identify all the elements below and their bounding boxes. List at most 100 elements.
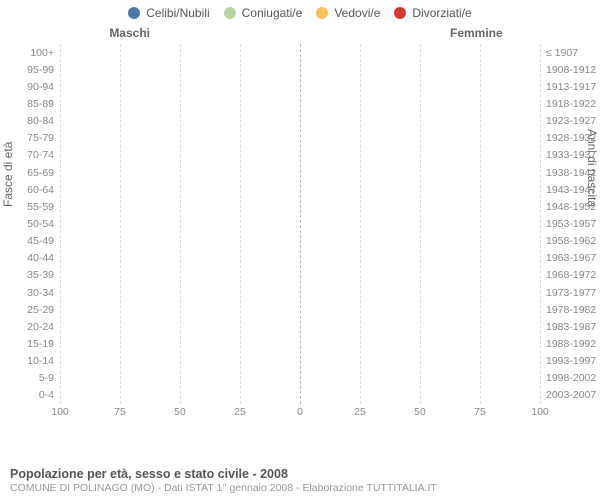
female-half — [300, 387, 540, 404]
pyramid-row: 25-291978-1982 — [60, 301, 540, 318]
age-label: 75-79 — [8, 132, 60, 144]
birth-year-label: 1938-1942 — [540, 167, 600, 179]
birth-year-label: 1928-1932 — [540, 132, 600, 144]
pyramid-row: 0-42003-2007 — [60, 387, 540, 404]
pyramid-row: 60-641943-1947 — [60, 181, 540, 198]
birth-year-label: 1943-1947 — [540, 184, 600, 196]
female-half — [300, 164, 540, 181]
pyramid-row: 20-241983-1987 — [60, 318, 540, 335]
age-label: 60-64 — [8, 184, 60, 196]
plot-area: 100+≤ 190795-991908-191290-941913-191785… — [60, 44, 540, 424]
female-half — [300, 198, 540, 215]
pyramid-row: 75-791928-1932 — [60, 130, 540, 147]
female-half — [300, 250, 540, 267]
male-half — [60, 78, 300, 95]
legend-swatch — [394, 7, 406, 19]
male-half — [60, 370, 300, 387]
female-half — [300, 130, 540, 147]
female-half — [300, 113, 540, 130]
male-half — [60, 95, 300, 112]
x-tick-label: 25 — [234, 406, 246, 418]
legend-swatch — [128, 7, 140, 19]
age-label: 50-54 — [8, 218, 60, 230]
male-half — [60, 267, 300, 284]
pyramid-row: 85-891918-1922 — [60, 95, 540, 112]
age-label: 0-4 — [8, 389, 60, 401]
male-half — [60, 61, 300, 78]
age-label: 40-44 — [8, 252, 60, 264]
age-label: 90-94 — [8, 81, 60, 93]
birth-year-label: 1918-1922 — [540, 98, 600, 110]
legend-swatch — [316, 7, 328, 19]
female-half — [300, 284, 540, 301]
male-half — [60, 250, 300, 267]
female-half — [300, 181, 540, 198]
birth-year-label: 1913-1917 — [540, 81, 600, 93]
age-label: 5-9 — [8, 372, 60, 384]
legend-label: Vedovi/e — [334, 6, 380, 20]
male-half — [60, 387, 300, 404]
birth-year-label: ≤ 1907 — [540, 47, 600, 59]
pyramid-row: 10-141993-1997 — [60, 353, 540, 370]
legend-item: Celibi/Nubili — [128, 6, 209, 20]
age-label: 65-69 — [8, 167, 60, 179]
legend-item: Divorziati/e — [394, 6, 471, 20]
chart-footer: Popolazione per età, sesso e stato civil… — [10, 467, 590, 494]
female-half — [300, 233, 540, 250]
birth-year-label: 1983-1987 — [540, 321, 600, 333]
birth-year-label: 2003-2007 — [540, 389, 600, 401]
legend-label: Divorziati/e — [412, 6, 471, 20]
female-half — [300, 147, 540, 164]
male-label: Maschi — [0, 26, 300, 40]
age-label: 45-49 — [8, 235, 60, 247]
x-tick-label: 25 — [354, 406, 366, 418]
chart-subtitle: COMUNE DI POLINAGO (MO) - Dati ISTAT 1° … — [10, 482, 590, 494]
male-half — [60, 147, 300, 164]
pyramid-row: 90-941913-1917 — [60, 78, 540, 95]
birth-year-label: 1978-1982 — [540, 304, 600, 316]
age-label: 25-29 — [8, 304, 60, 316]
female-label: Femmine — [300, 26, 600, 40]
female-half — [300, 318, 540, 335]
pyramid-row: 40-441963-1967 — [60, 250, 540, 267]
pyramid-row: 15-191988-1992 — [60, 335, 540, 352]
pyramid-row: 95-991908-1912 — [60, 61, 540, 78]
age-label: 35-39 — [8, 269, 60, 281]
birth-year-label: 1993-1997 — [540, 355, 600, 367]
male-half — [60, 44, 300, 61]
birth-year-label: 1923-1927 — [540, 115, 600, 127]
age-label: 100+ — [8, 47, 60, 59]
birth-year-label: 1988-1992 — [540, 338, 600, 350]
female-half — [300, 301, 540, 318]
age-label: 30-34 — [8, 287, 60, 299]
x-tick-label: 50 — [414, 406, 426, 418]
x-tick-label: 75 — [114, 406, 126, 418]
x-tick-label: 75 — [474, 406, 486, 418]
age-label: 15-19 — [8, 338, 60, 350]
pyramid-row: 70-741933-1937 — [60, 147, 540, 164]
birth-year-label: 1968-1972 — [540, 269, 600, 281]
male-half — [60, 284, 300, 301]
x-tick-label: 100 — [531, 406, 549, 418]
pyramid-row: 30-341973-1977 — [60, 284, 540, 301]
x-tick-label: 100 — [51, 406, 69, 418]
age-label: 70-74 — [8, 149, 60, 161]
x-tick-label: 50 — [174, 406, 186, 418]
x-tick-label: 0 — [297, 406, 303, 418]
female-half — [300, 78, 540, 95]
legend-item: Vedovi/e — [316, 6, 380, 20]
birth-year-label: 1998-2002 — [540, 372, 600, 384]
birth-year-label: 1953-1957 — [540, 218, 600, 230]
male-half — [60, 233, 300, 250]
birth-year-label: 1973-1977 — [540, 287, 600, 299]
x-axis: 1007550250255075100 — [60, 404, 540, 424]
birth-year-label: 1963-1967 — [540, 252, 600, 264]
female-half — [300, 370, 540, 387]
birth-year-label: 1908-1912 — [540, 64, 600, 76]
female-half — [300, 215, 540, 232]
male-half — [60, 130, 300, 147]
pyramid-row: 100+≤ 1907 — [60, 44, 540, 61]
age-label: 55-59 — [8, 201, 60, 213]
female-half — [300, 95, 540, 112]
female-half — [300, 267, 540, 284]
